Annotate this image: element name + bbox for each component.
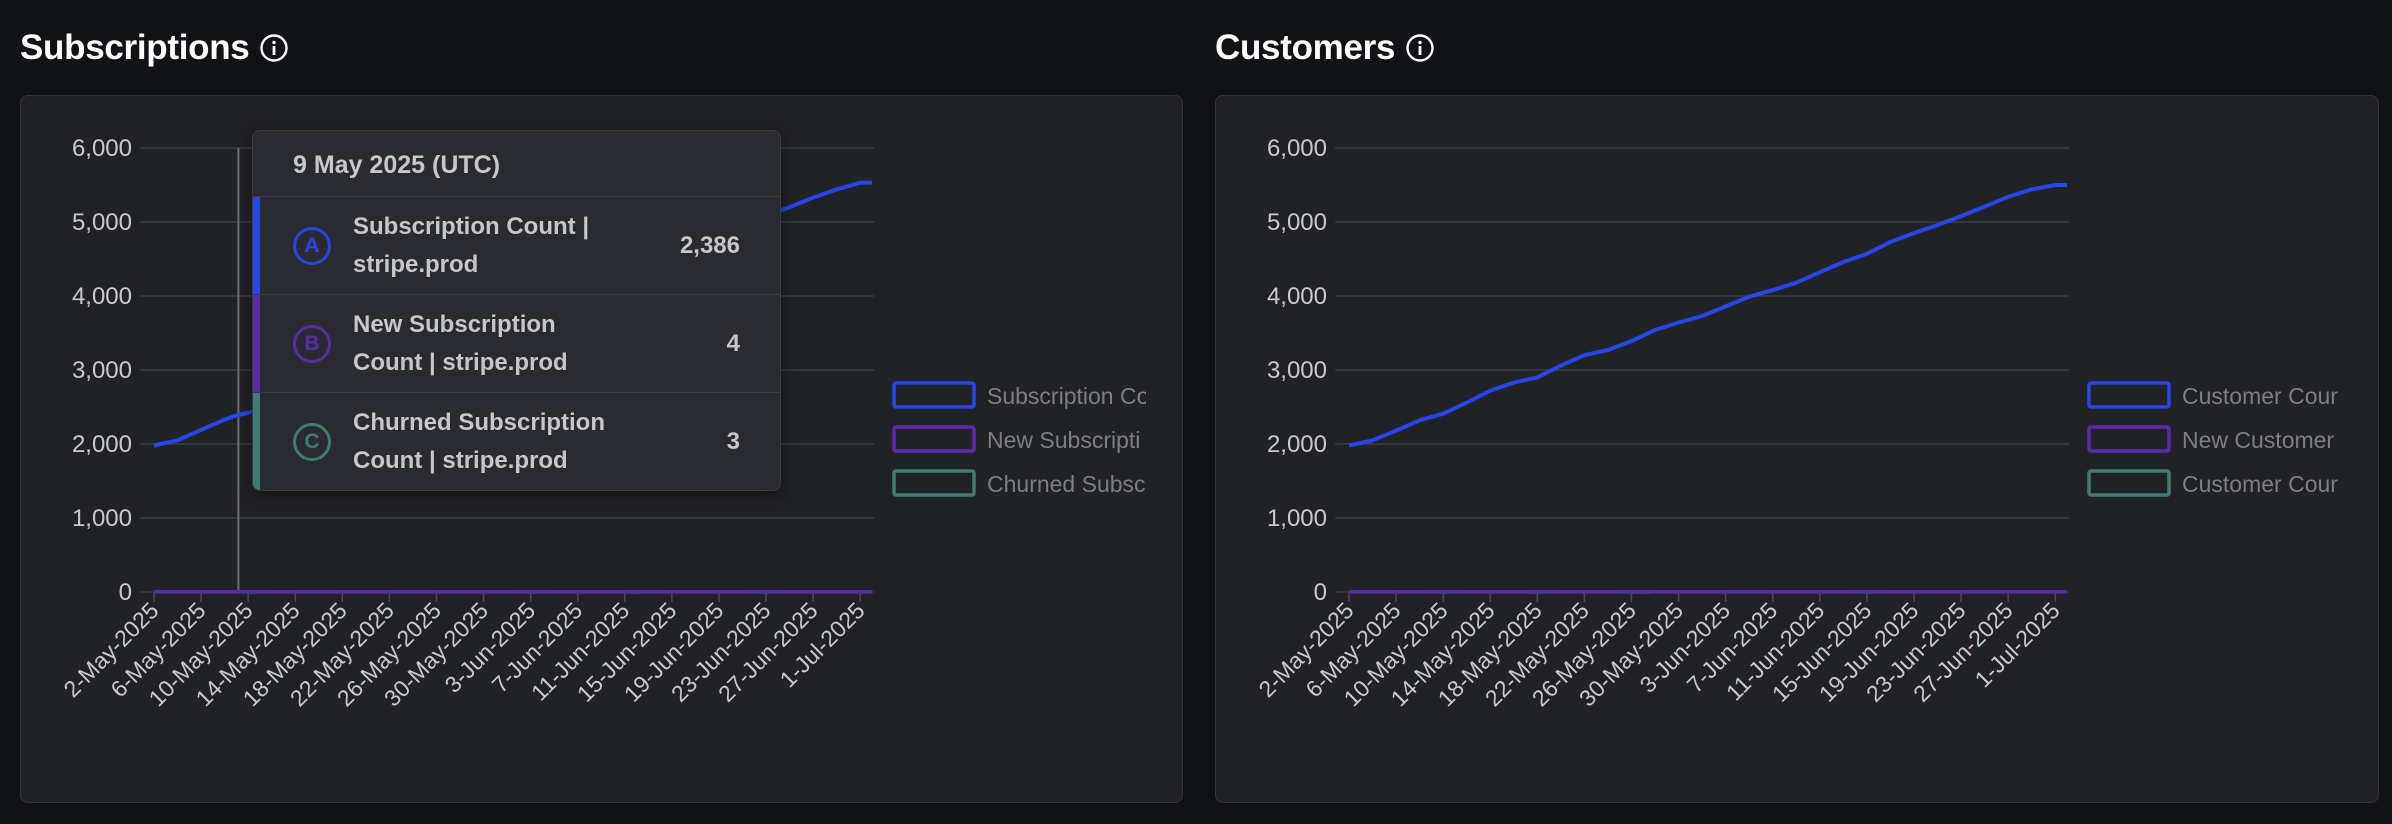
y-tick-label: 6,000 <box>1267 135 1327 162</box>
legend-label[interactable]: New Customer <box>2182 427 2334 453</box>
section-title: Subscriptions <box>20 28 250 67</box>
tooltip-series-label: Churned Subscription Count | stripe.prod <box>353 404 623 480</box>
legend-swatch[interactable] <box>2087 469 2171 497</box>
tooltip-value: 2,386 <box>679 231 740 259</box>
y-tick-label: 2,000 <box>72 431 132 458</box>
tooltip-series-label: Subscription Count | stripe.prod <box>353 208 623 284</box>
tooltip-value: 4 <box>726 329 740 357</box>
tooltip-series-label: New Subscription Count | stripe.prod <box>353 306 623 382</box>
subscriptions-section: Subscriptions 0 1,000 2,000 3,000 4,000 5,000… <box>0 0 1190 824</box>
tooltip-row-new-subscription-count: B New Subscription Count | stripe.prod 4 <box>253 295 780 393</box>
y-tick-label: 0 <box>119 579 132 606</box>
tooltip-label-line2: stripe.prod <box>353 250 479 278</box>
tooltip-series-color-bar <box>253 197 260 294</box>
customers-section: Customers 0 1,000 2,000 3,000 4,000 5,000 6,00… <box>1195 0 2392 824</box>
tooltip-series-color-bar <box>253 295 260 392</box>
tooltip-label-line2: Count | stripe.prod <box>353 348 568 376</box>
legend-label[interactable]: Subscription Co <box>987 383 1149 409</box>
y-tick-label: 2,000 <box>1267 431 1327 458</box>
legend-swatch[interactable] <box>2087 425 2171 453</box>
tooltip-label-line1: Subscription Count | <box>353 212 590 240</box>
tooltip-value: 3 <box>726 427 740 455</box>
y-tick-label: 4,000 <box>72 283 132 310</box>
customers-header: Customers <box>1215 28 1435 68</box>
tooltip-row-churned-subscription-count: C Churned Subscription Count | stripe.pr… <box>253 393 780 490</box>
chart-tooltip: 9 May 2025 (UTC) A Subscription Count | … <box>252 130 781 491</box>
legend-label[interactable]: Churned Subsc <box>987 471 1146 497</box>
tooltip-label-line1: Churned Subscription <box>353 408 605 436</box>
legend-swatch[interactable] <box>2087 381 2171 409</box>
y-tick-label: 1,000 <box>72 505 132 532</box>
y-tick-label: 3,000 <box>72 357 132 384</box>
tooltip-series-color-bar <box>253 393 260 490</box>
y-tick-label: 5,000 <box>72 209 132 236</box>
tooltip-date: 9 May 2025 (UTC) <box>253 131 780 197</box>
legend-label[interactable]: New Subscripti <box>987 427 1140 453</box>
series-c-badge: C <box>293 422 331 461</box>
info-icon[interactable] <box>259 33 289 63</box>
series-a-badge: A <box>293 226 331 265</box>
legend-swatch[interactable] <box>892 381 976 409</box>
customers-chart[interactable]: 01,0002,0003,0004,0005,0006,0002-May-202… <box>1216 96 2378 802</box>
y-tick-label: 5,000 <box>1267 209 1327 236</box>
tooltip-label-line1: New Subscription <box>353 310 556 338</box>
legend-swatch[interactable] <box>892 425 976 453</box>
series-b-badge: B <box>293 324 331 363</box>
y-tick-label: 6,000 <box>72 135 132 162</box>
section-title: Customers <box>1215 28 1396 67</box>
customers-chart-panel: 0 1,000 2,000 3,000 4,000 5,000 6,000 2-May-202… <box>1215 95 2379 803</box>
tooltip-row-subscription-count: A Subscription Count | stripe.prod 2,386 <box>253 197 780 295</box>
legend-swatch[interactable] <box>892 469 976 497</box>
legend-label[interactable]: Customer Cour <box>2182 471 2338 497</box>
y-tick-label: 1,000 <box>1267 505 1327 532</box>
legend-label[interactable]: Customer Cour <box>2182 383 2338 409</box>
y-tick-label: 4,000 <box>1267 283 1327 310</box>
info-icon[interactable] <box>1405 33 1435 63</box>
y-tick-label: 0 <box>1314 579 1327 606</box>
tooltip-label-line2: Count | stripe.prod <box>353 446 568 474</box>
y-tick-label: 3,000 <box>1267 357 1327 384</box>
subscriptions-header: Subscriptions <box>20 28 289 68</box>
series-line-a[interactable] <box>1348 183 2067 448</box>
